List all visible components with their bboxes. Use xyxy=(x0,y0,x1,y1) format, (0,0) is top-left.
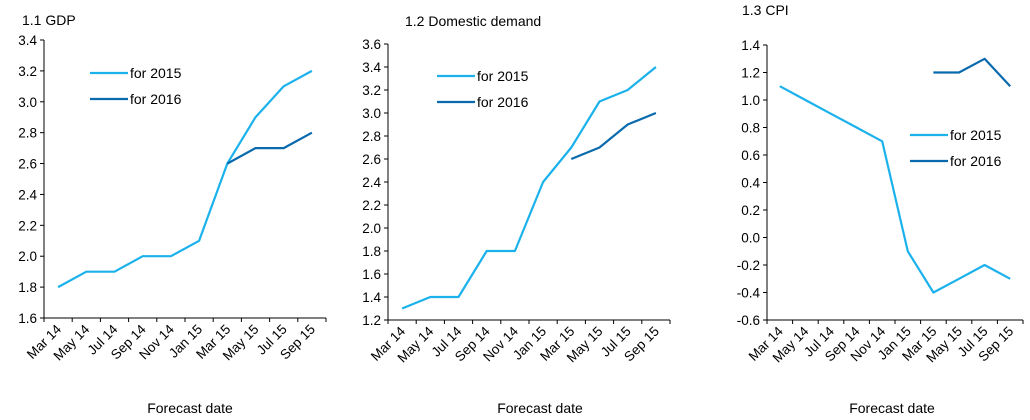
y-tick-label: 2.8 xyxy=(18,126,37,141)
y-tick-label: 1.4 xyxy=(362,290,381,305)
y-tick-label: 3.2 xyxy=(362,83,381,98)
y-tick-label: 2.2 xyxy=(18,218,37,233)
y-tick-label: 2.0 xyxy=(18,249,37,264)
chart-title: 1.3 CPI xyxy=(742,2,789,18)
y-tick-label: -0.6 xyxy=(737,313,760,328)
chart-panel-3: 1.3 CPI -0.6 -0.4 -0.2 0.0 0.2 0.4 0.6 0.8 1.0 1.2… xyxy=(737,2,1024,416)
y-tick-label: 3.4 xyxy=(18,33,37,48)
series-line-for-2015 xyxy=(779,85,1011,294)
x-axis-label: Forecast date xyxy=(497,400,583,416)
y-tick-label: 0.2 xyxy=(741,203,760,218)
y-tick-label: 2.4 xyxy=(18,187,37,202)
y-tick-label: 3.4 xyxy=(362,60,381,75)
series-line-for-2016 xyxy=(226,131,313,165)
y-tick-label: 3.6 xyxy=(362,37,381,52)
y-tick-label: 1.6 xyxy=(362,267,381,282)
y-tick-label: 3.0 xyxy=(362,106,381,121)
chart-title: 1.2 Domestic demand xyxy=(405,13,541,29)
legend-label: for 2016 xyxy=(477,94,529,110)
y-tick-label: 1.4 xyxy=(741,38,760,53)
legend-label: for 2015 xyxy=(950,127,1002,143)
series-line-for-2016 xyxy=(570,111,657,161)
y-tick-label: 2.8 xyxy=(362,129,381,144)
series-line-for-2015 xyxy=(57,69,313,289)
y-tick-label: -0.4 xyxy=(737,286,761,301)
x-axis-label: Forecast date xyxy=(849,400,935,416)
y-tick-label: 2.6 xyxy=(18,157,37,172)
y-tick-label: 0.8 xyxy=(741,121,760,136)
y-tick-label: 0.4 xyxy=(741,176,760,191)
series-line-for-2016 xyxy=(933,57,1012,87)
chart-panel-2: 1.2 Domestic demand 1.2 1.4 1.6 1.8 2.0 2.2 2.4… xyxy=(362,13,671,416)
y-tick-label: 0.0 xyxy=(741,231,760,246)
y-tick-label: 1.2 xyxy=(741,66,760,81)
series-line-for-2015 xyxy=(401,66,657,310)
legend-label: for 2016 xyxy=(950,153,1002,169)
legend-label: for 2016 xyxy=(130,91,182,107)
y-tick-label: -0.2 xyxy=(737,258,760,273)
y-tick-label: 1.8 xyxy=(362,244,381,259)
y-tick-label: 2.2 xyxy=(362,198,381,213)
y-tick-label: 1.6 xyxy=(18,311,37,326)
y-tick-label: 1.8 xyxy=(18,280,37,295)
y-tick-label: 0.6 xyxy=(741,148,760,163)
y-tick-label: 1.2 xyxy=(362,313,381,328)
y-tick-label: 3.0 xyxy=(18,95,37,110)
legend-label: for 2015 xyxy=(130,65,182,81)
y-tick-label: 1.0 xyxy=(741,93,760,108)
y-tick-label: 2.0 xyxy=(362,221,381,236)
y-tick-label: 3.2 xyxy=(18,64,37,79)
y-tick-label: 2.4 xyxy=(362,175,381,190)
chart-panel-1: 1.1 GDP1.61.82.02.22.42.62.83.03.23.4Mar… xyxy=(18,12,327,416)
legend-label: for 2015 xyxy=(477,68,529,84)
y-tick-label: 2.6 xyxy=(362,152,381,167)
chart-title: 1.1 GDP xyxy=(22,12,76,28)
x-axis-label: Forecast date xyxy=(147,400,233,416)
